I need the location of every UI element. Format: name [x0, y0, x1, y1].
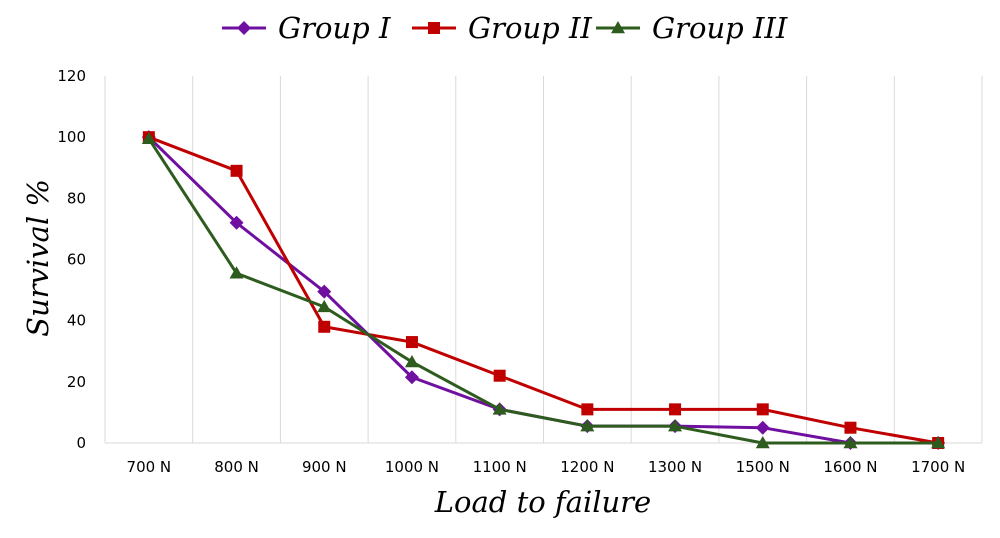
data-point: [581, 403, 594, 416]
x-tick-label: 700 N: [127, 458, 172, 476]
x-tick-label: 1100 N: [473, 458, 527, 476]
x-tick-label: 1700 N: [911, 458, 965, 476]
y-tick-label: 20: [67, 373, 86, 391]
data-point: [229, 266, 244, 279]
data-point: [404, 354, 419, 368]
y-tick-label: 80: [67, 189, 86, 207]
y-tick-label: 0: [76, 434, 86, 452]
x-tick-label: 800 N: [214, 458, 259, 476]
legend: Group I Group II Group III: [222, 11, 788, 45]
data-point: [668, 419, 683, 432]
legend-label: Group III: [652, 11, 788, 45]
legend-label: Group II: [468, 11, 592, 45]
x-tick-label: 1300 N: [648, 458, 702, 476]
data-point: [317, 284, 332, 299]
legend-item: Group III: [596, 11, 788, 45]
series-2: [142, 131, 945, 449]
y-tick-label: 120: [57, 67, 86, 85]
data-point: [493, 369, 506, 382]
data-point: [141, 131, 156, 144]
data-point: [230, 164, 243, 177]
legend-marker: [611, 21, 625, 34]
data-point: [843, 436, 858, 449]
y-axis-ticks: 0 20 40 60 80 100 120: [57, 67, 86, 452]
data-point: [405, 336, 418, 349]
series-3: [141, 131, 946, 449]
data-point: [755, 436, 770, 449]
legend-label: Group I: [278, 11, 391, 45]
x-axis-ticks: 700 N 800 N 900 N 1000 N 1100 N 1200 N 1300 N 1…: [127, 458, 966, 476]
series-line: [147, 137, 939, 445]
data-point: [931, 436, 946, 449]
data-point: [669, 403, 682, 416]
grid-lines: [104, 76, 983, 444]
data-point: [229, 215, 244, 230]
x-tick-label: 900 N: [302, 458, 347, 476]
data-point: [317, 299, 332, 313]
x-tick-label: 1000 N: [385, 458, 439, 476]
series-line: [148, 135, 939, 445]
legend-item: Group II: [412, 11, 592, 45]
data-point: [580, 419, 595, 432]
data-point: [492, 402, 507, 415]
x-tick-label: 1500 N: [736, 458, 790, 476]
data-point: [404, 370, 419, 385]
y-tick-label: 40: [67, 312, 86, 330]
legend-marker: [237, 21, 251, 35]
data-point: [844, 421, 857, 434]
x-tick-label: 1600 N: [823, 458, 877, 476]
data-series: [141, 130, 946, 450]
legend-marker: [428, 22, 440, 34]
y-tick-label: 60: [67, 251, 86, 269]
data-point: [756, 403, 769, 416]
data-point: [318, 320, 331, 333]
legend-item: Group I: [222, 11, 391, 45]
data-point: [755, 420, 770, 435]
y-tick-label: 100: [57, 128, 86, 146]
x-axis-title: Load to failure: [434, 485, 651, 519]
y-axis-title: Survival %: [21, 179, 55, 337]
x-tick-label: 1200 N: [560, 458, 614, 476]
